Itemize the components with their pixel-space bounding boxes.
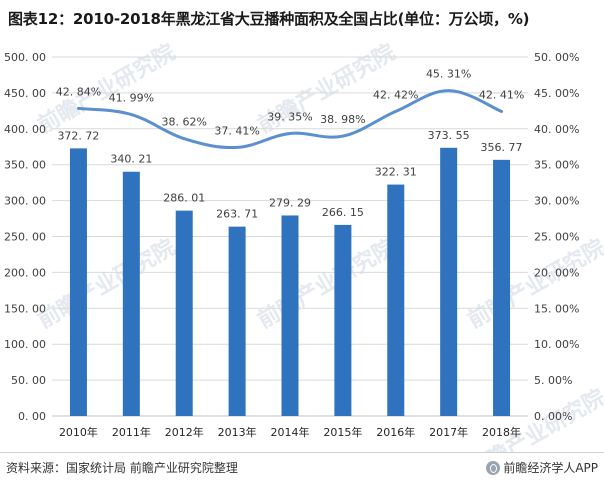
source-note: 资料来源：国家统计局 前瞻产业研究院整理 [6, 461, 238, 475]
left-axis-tick-label: 50. 00 [11, 374, 46, 387]
bar [122, 171, 140, 416]
x-axis-tick-label: 2018年 [482, 425, 521, 439]
left-axis-tick-label: 0. 00 [18, 410, 46, 423]
right-axis-tick-label: 45. 00% [534, 87, 579, 100]
left-axis-tick-label: 250. 00 [4, 231, 46, 244]
line-value-label: 42. 41% [479, 88, 524, 101]
line-value-label: 38. 62% [161, 116, 206, 129]
bar-value-label: 356. 77 [481, 141, 523, 154]
left-axis-tick-label: 150. 00 [4, 302, 46, 315]
x-axis-tick-label: 2011年 [112, 425, 151, 439]
right-axis-tick-label: 40. 00% [534, 123, 579, 136]
chart-title: 图表12：2010-2018年黑龙江省大豆播种面积及全国占比(单位：万公顷，%) [8, 10, 530, 28]
x-axis-tick-label: 2017年 [429, 425, 468, 439]
right-axis-tick-label: 0. 00% [534, 410, 572, 423]
right-axis-tick-label: 25. 00% [534, 231, 579, 244]
right-axis: 0. 00% 5. 00% 10. 00% 15. 00% 20. 00% 25. 00%… [534, 51, 579, 423]
left-axis-tick-label: 200. 00 [4, 266, 46, 279]
bar-value-label: 340. 21 [110, 153, 152, 166]
watermark-text: 前瞻产业研究院 [33, 234, 179, 334]
bar [493, 159, 511, 416]
line-series [76, 89, 504, 150]
line-value-label: 41. 99% [109, 92, 154, 105]
left-axis-tick-label: 100. 00 [4, 338, 46, 351]
right-axis-tick-label: 35. 00% [534, 159, 579, 172]
right-axis-tick-label: 20. 00% [534, 266, 579, 279]
line-value-label: 38. 98% [320, 113, 365, 126]
brand-attribution: 前瞻经济学人APP [486, 459, 598, 476]
wechat-icon [486, 460, 501, 475]
bar [228, 226, 246, 416]
watermark-text: 前瞻产业研究院 [463, 234, 604, 334]
bar-value-labels: 372. 72 340. 21 286. 01 263. 71 279. 29 266. … [57, 129, 522, 221]
line-value-label: 42. 42% [373, 88, 418, 101]
line-value-label: 42. 84% [56, 85, 101, 98]
x-axis-tick-label: 2010年 [59, 425, 98, 439]
bar-series [69, 147, 511, 417]
x-axis-tick-label: 2016年 [376, 425, 415, 439]
bar [387, 184, 405, 416]
bar-value-label: 286. 01 [163, 192, 205, 205]
footer-divider [0, 452, 604, 453]
left-axis-tick-label: 350. 00 [4, 159, 46, 172]
x-axis-tick-label: 2015年 [323, 425, 362, 439]
watermark-text: 前瞻产业研究院 [253, 234, 399, 334]
right-axis-tick-label: 15. 00% [534, 302, 579, 315]
right-axis-tick-label: 5. 00% [534, 374, 572, 387]
line-value-labels: 42. 84% 41. 99% 38. 62% 37. 41% 39. 35% 38. 9… [56, 68, 525, 138]
x-axis-tick-label: 2013年 [218, 425, 257, 439]
line-value-label: 39. 35% [267, 110, 312, 123]
bar-value-label: 266. 15 [322, 206, 364, 219]
left-axis-tick-label: 300. 00 [4, 195, 46, 208]
bar-value-label: 372. 72 [57, 129, 99, 142]
bar-value-label: 279. 29 [269, 196, 311, 209]
bar [281, 215, 299, 416]
right-axis-tick-label: 50. 00% [534, 51, 579, 64]
left-axis-tick-label: 450. 00 [4, 87, 46, 100]
left-axis-tick-label: 500. 00 [4, 51, 46, 64]
right-axis-tick-label: 30. 00% [534, 195, 579, 208]
x-axis-tick-label: 2014年 [271, 425, 310, 439]
bar [334, 224, 352, 416]
bar [69, 148, 87, 417]
line-value-label: 37. 41% [214, 124, 259, 137]
right-axis-tick-label: 10. 00% [534, 338, 579, 351]
bar-value-label: 322. 31 [375, 166, 417, 179]
bar [440, 147, 458, 416]
bar-value-label: 373. 55 [428, 129, 470, 142]
line-value-label: 45. 31% [426, 68, 471, 81]
brand-label: 前瞻经济学人APP [503, 461, 598, 475]
left-axis-tick-label: 400. 00 [4, 123, 46, 136]
x-axis: 2010年 2011年 2012年 2013年 2014年 2015年 2016年 2017年… [59, 425, 521, 439]
x-axis-tick-label: 2012年 [165, 425, 204, 439]
bar [175, 210, 193, 416]
bar-value-label: 263. 71 [216, 208, 258, 221]
left-axis: 0. 00 50. 00 100. 00 150. 00 200. 00 250. 00 3… [4, 51, 46, 423]
